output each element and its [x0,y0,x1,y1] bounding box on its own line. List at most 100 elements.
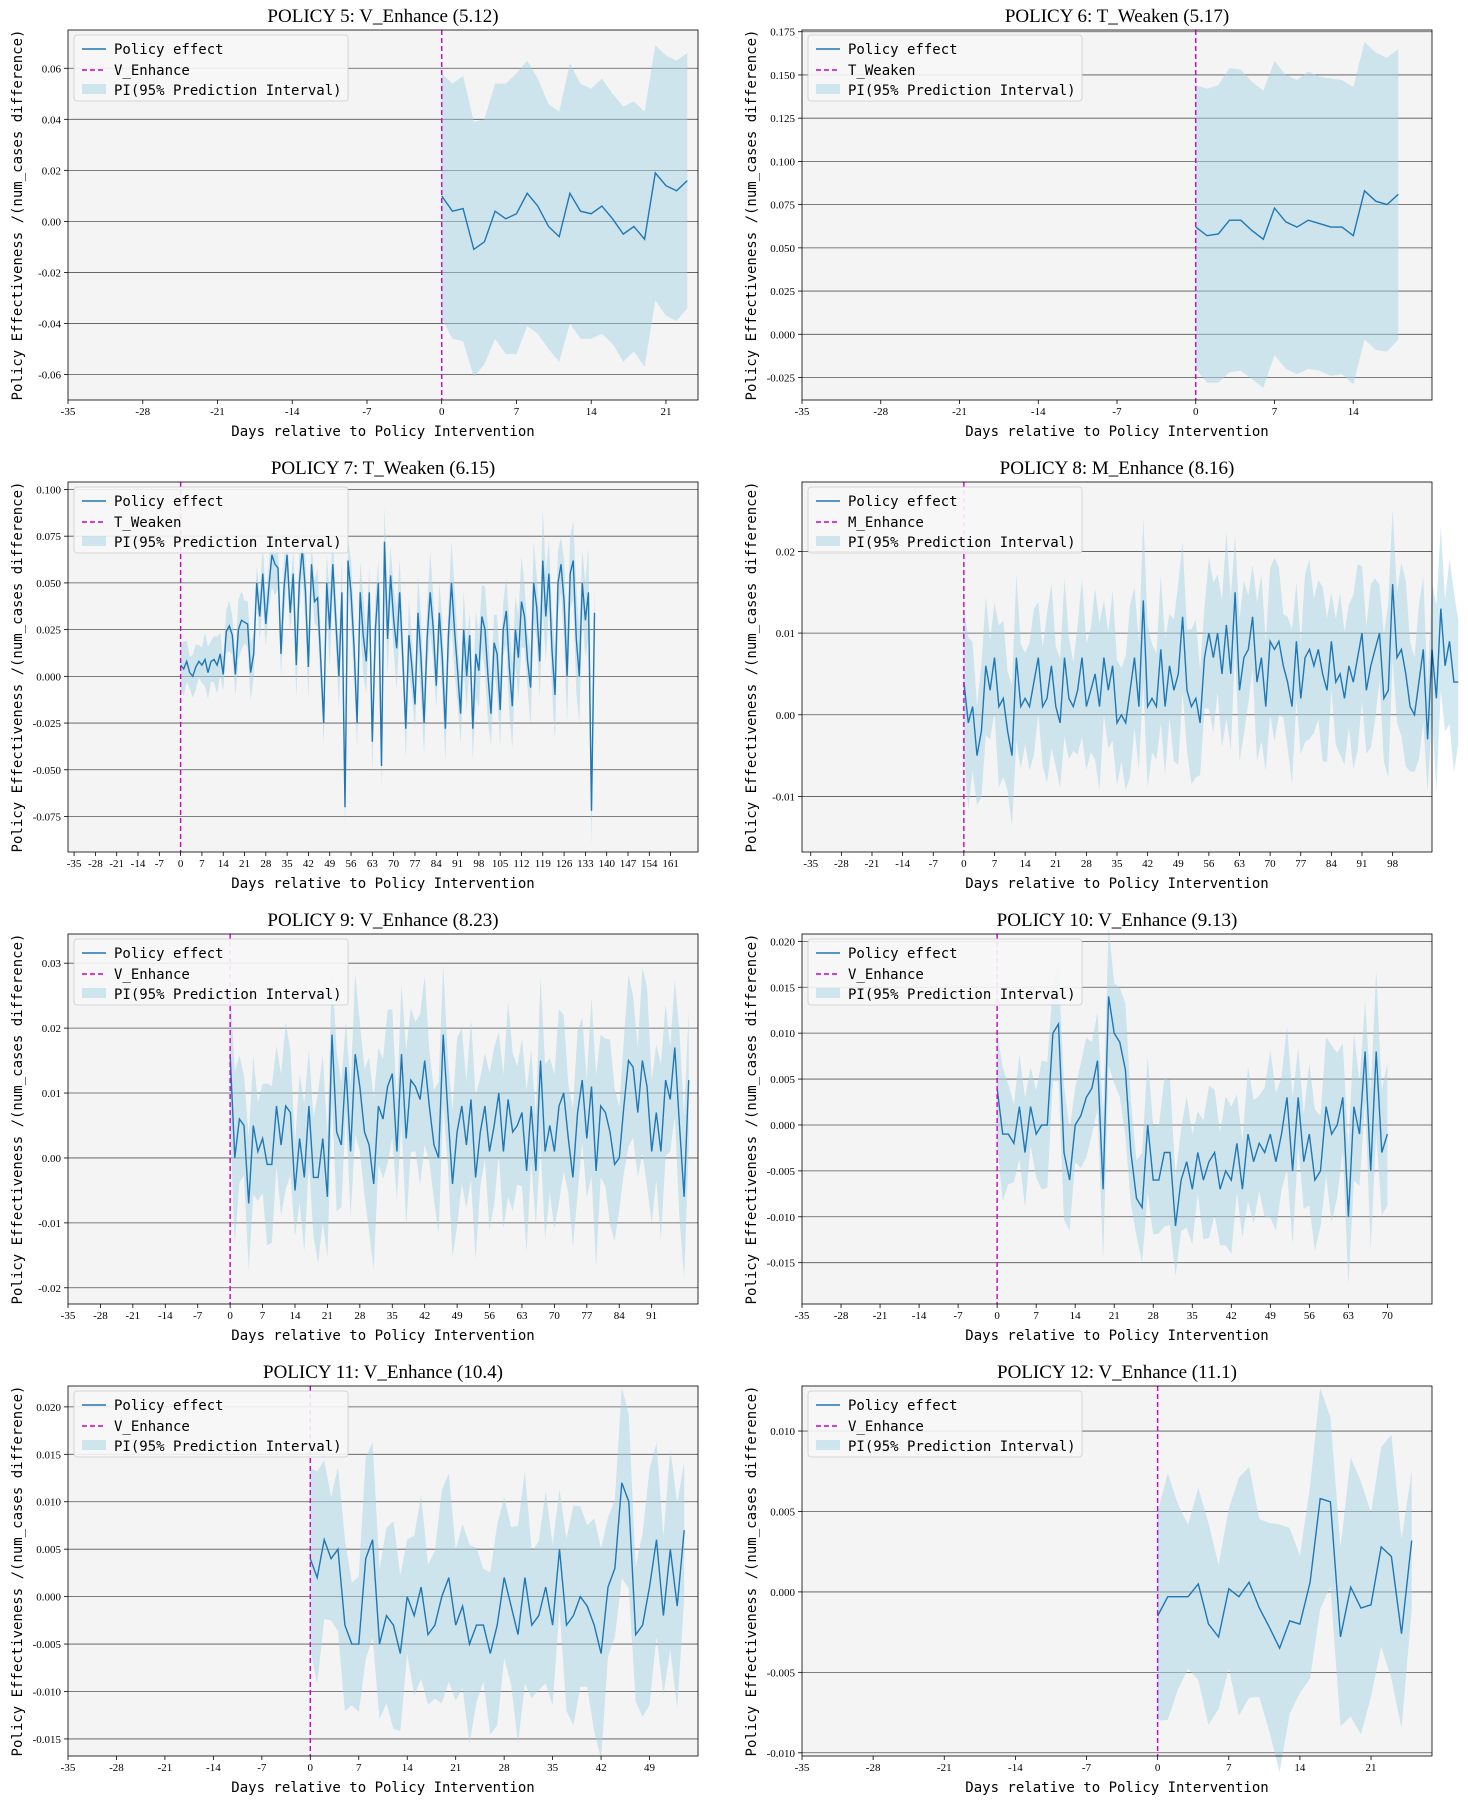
x-tick-label: 56 [1203,858,1215,870]
x-tick-label: 7 [1226,1762,1232,1774]
policy-effect-line [1195,189,1399,241]
y-tick-label: 0.00 [776,710,796,722]
chart-panel-1: POLICY 5: V_Enhance (5.12) -35 -28 -21 -14 -7… [0,0,734,452]
chart-panel-6: POLICY 10: V_Enhance (9.13) -35 -28 -21 -14 -… [734,904,1468,1356]
x-tick-label: 84 [614,1310,626,1322]
x-tick-label: -35 [803,858,818,870]
chart-svg: POLICY 12: V_Enhance (11.1) -35 -28 -21 -14 -… [744,1362,1433,1796]
legend-label-band: PI(95% Prediction Interval) [848,83,1076,99]
y-axis-label: Policy Effectiveness /(num_cases differe… [744,30,760,401]
legend-box [807,1390,1083,1458]
y-tick-label: 0.125 [770,113,795,125]
x-axis-label: Days relative to Policy Intervention [965,424,1268,440]
prediction-interval-band [1157,1388,1412,1773]
y-tick-label: 0.075 [36,531,61,543]
legend-label-policy: T_Weaken [114,515,181,531]
x-tick-label: 49 [324,858,336,870]
legend: Policy effect V_Enhance PI(95% Prediction … [807,938,1083,1006]
x-tick-label: 98 [1387,858,1399,870]
x-tick-label: -28 [873,406,888,418]
legend-band-swatch [816,1440,840,1450]
x-tick-label: 28 [1148,1310,1160,1322]
x-tick-label: 147 [620,858,637,870]
x-tick-label: 77 [1295,858,1307,870]
legend-label-policy: M_Enhance [848,515,924,531]
chart-svg: POLICY 10: V_Enhance (9.13) -35 -28 -21 -14 -… [744,910,1433,1344]
x-tick-label: -7 [1112,406,1122,418]
y-tick-label: 0.06 [42,63,62,75]
y-tick-label: 0.020 [770,936,795,948]
legend: Policy effect V_Enhance PI(95% Prediction … [73,1390,349,1458]
legend-label-band: PI(95% Prediction Interval) [848,987,1076,1003]
y-tick-label: 0.01 [776,628,795,640]
x-tick-label: 14 [1020,858,1032,870]
y-tick-label: 0.02 [776,546,795,558]
x-tick-label: 56 [484,1310,496,1322]
x-tick-label: 49 [644,1762,656,1774]
x-tick-label: 98 [473,858,485,870]
x-tick-label: 0 [308,1762,314,1774]
x-tick-label: -21 [865,858,880,870]
prediction-interval-band [310,1387,685,1759]
x-axis-label: Days relative to Policy Intervention [231,1328,534,1344]
y-tick-label: 0.010 [770,1426,795,1438]
x-tick-label: 161 [662,858,679,870]
x-tick-label: 70 [388,858,400,870]
legend-label-band: PI(95% Prediction Interval) [114,535,342,551]
x-tick-label: -28 [93,1310,108,1322]
x-tick-label: 0 [439,406,445,418]
y-tick-label: 0.01 [42,1088,61,1100]
chart-svg: POLICY 8: M_Enhance (8.16) -35 -28 -21 -14 -7… [744,458,1459,892]
legend-box [73,486,349,554]
x-tick-label: -21 [158,1762,173,1774]
chart-title: POLICY 10: V_Enhance (9.13) [997,910,1238,931]
y-tick-label: -0.01 [38,1218,61,1230]
x-tick-label: 7 [260,1310,266,1322]
x-tick-label: 14 [218,858,230,870]
legend-label-band: PI(95% Prediction Interval) [848,535,1076,551]
y-axis-label: Policy Effectiveness /(num_cases differe… [10,482,26,853]
plot-frame [801,933,1433,1305]
y-tick-label: -0.075 [33,811,62,823]
x-tick-label: 56 [346,858,358,870]
y-tick-label: 0.000 [770,1587,795,1599]
chart-panel-7: POLICY 11: V_Enhance (10.4) -35 -28 -21 -14 -… [0,1356,734,1808]
x-tick-label: 77 [409,858,421,870]
x-tick-label: 77 [581,1310,593,1322]
x-tick-label: 0 [1155,1762,1161,1774]
x-tick-label: 0 [1193,406,1199,418]
y-tick-label: -0.02 [38,1283,61,1295]
x-axis-label: Days relative to Policy Intervention [231,424,534,440]
policy-effect-line [963,584,1459,756]
y-tick-label: 0.010 [770,1028,795,1040]
legend: Policy effect T_Weaken PI(95% Prediction I… [73,486,349,554]
y-tick-label: 0.005 [770,1074,795,1086]
legend: Policy effect V_Enhance PI(95% Prediction … [807,1390,1083,1458]
x-tick-label: 21 [239,858,250,870]
x-tick-label: -28 [109,1762,124,1774]
x-tick-label: -21 [126,1310,141,1322]
legend-label-policy: V_Enhance [114,1419,190,1435]
x-axis-label: Days relative to Policy Intervention [965,1780,1268,1796]
x-tick-label: 21 [1366,1762,1377,1774]
legend-label-band: PI(95% Prediction Interval) [114,1439,342,1455]
chart-title: POLICY 9: V_Enhance (8.23) [267,910,498,931]
y-tick-label: 0.005 [36,1544,61,1556]
plot-frame [67,29,699,401]
x-tick-label: -28 [135,406,150,418]
y-tick-label: -0.01 [772,791,795,803]
x-tick-label: 0 [994,1310,1000,1322]
chart-title: POLICY 6: T_Weaken (5.17) [1005,6,1229,27]
legend-label-effect: Policy effect [114,494,224,510]
y-tick-label: 0.175 [770,27,795,39]
x-tick-label: 35 [547,1762,559,1774]
y-axis-label: Policy Effectiveness /(num_cases differe… [10,1386,26,1757]
chart-panel-5: POLICY 9: V_Enhance (8.23) -35 -28 -21 -14 -7… [0,904,734,1356]
chart-svg: POLICY 7: T_Weaken (6.15) -35 -28 -21 -14 -7 0… [10,458,699,892]
x-tick-label: -21 [952,406,967,418]
legend-band-swatch [816,988,840,998]
y-axis-label: Policy Effectiveness /(num_cases differe… [744,1386,760,1757]
x-tick-label: 21 [322,1310,333,1322]
x-tick-label: -7 [193,1310,203,1322]
